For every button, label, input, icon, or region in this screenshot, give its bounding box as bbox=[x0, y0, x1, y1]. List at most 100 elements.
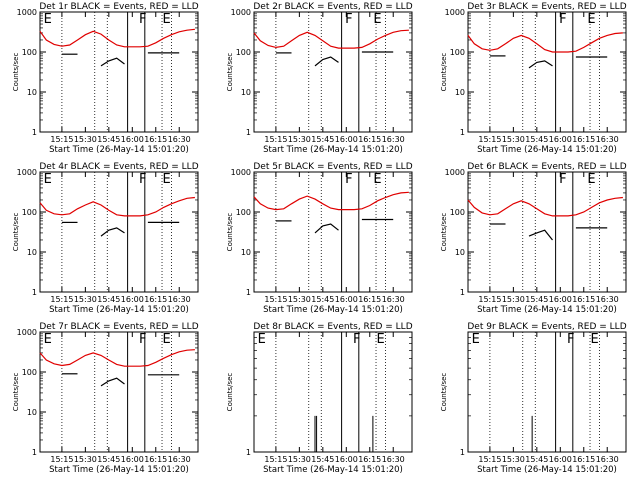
lld-series-line bbox=[39, 196, 195, 217]
x-axis-title: Start Time (26-May-14 15:01:20) bbox=[263, 145, 403, 155]
x-tick-label: 16:30 bbox=[596, 455, 619, 464]
plot-frame bbox=[467, 171, 627, 293]
marker-letter: F bbox=[559, 172, 566, 187]
panel-title: Det 7r BLACK = Events, RED = LLD bbox=[39, 322, 198, 332]
plot-frame bbox=[253, 331, 413, 453]
y-tick-label: 1000 bbox=[17, 8, 37, 17]
x-tick-label: 15:45 bbox=[525, 135, 548, 144]
y-tick-label: 1000 bbox=[17, 168, 37, 177]
x-tick-label: 16:15 bbox=[572, 455, 595, 464]
plot-frame bbox=[253, 171, 413, 293]
x-tick-label: 15:45 bbox=[311, 135, 334, 144]
marker-letter: E bbox=[373, 172, 381, 187]
events-series-line bbox=[314, 223, 339, 234]
lld-series-line bbox=[467, 32, 623, 53]
y-tick-label: 100 bbox=[236, 208, 251, 217]
marker-letter: E bbox=[162, 332, 170, 347]
marker-letter: F bbox=[353, 332, 360, 347]
events-series-line bbox=[100, 227, 125, 237]
y-tick-label: 1 bbox=[460, 288, 465, 297]
marker-letter: E bbox=[44, 12, 52, 27]
x-axis-title: Start Time (26-May-14 15:01:20) bbox=[49, 305, 189, 315]
plot-frame bbox=[39, 11, 199, 133]
x-tick-label: 15:30 bbox=[502, 295, 525, 304]
x-tick-label: 16:15 bbox=[358, 295, 381, 304]
x-tick-label: 16:30 bbox=[168, 135, 191, 144]
y-axis-title: Counts/sec bbox=[226, 213, 234, 252]
x-tick-label: 15:30 bbox=[74, 135, 97, 144]
x-tick-label: 15:45 bbox=[97, 295, 120, 304]
x-tick-label: 16:00 bbox=[335, 455, 358, 464]
marker-letter: F bbox=[139, 12, 146, 27]
marker-letter: E bbox=[587, 12, 595, 27]
marker-letter: E bbox=[376, 332, 384, 347]
events-series-line bbox=[528, 60, 553, 69]
x-tick-label: 16:30 bbox=[168, 295, 191, 304]
x-tick-label: 15:45 bbox=[525, 295, 548, 304]
marker-letter: F bbox=[139, 172, 146, 187]
y-tick-label: 100 bbox=[22, 208, 37, 217]
marker-letter: F bbox=[567, 332, 574, 347]
marker-letter: E bbox=[590, 332, 598, 347]
x-tick-label: 15:30 bbox=[502, 455, 525, 464]
x-tick-label: 16:00 bbox=[121, 455, 144, 464]
y-tick-label: 10 bbox=[455, 88, 465, 97]
x-tick-label: 16:30 bbox=[382, 295, 405, 304]
x-axis-title: Start Time (26-May-14 15:01:20) bbox=[263, 305, 403, 315]
x-tick-label: 15:30 bbox=[288, 135, 311, 144]
x-tick-label: 16:30 bbox=[382, 455, 405, 464]
events-series-line bbox=[100, 57, 125, 67]
y-axis-title: Counts/sec bbox=[12, 53, 20, 92]
panel-title: Det 3r BLACK = Events, RED = LLD bbox=[467, 2, 626, 12]
x-tick-label: 15:15 bbox=[264, 295, 287, 304]
y-tick-label: 1 bbox=[460, 128, 465, 137]
lld-series-line bbox=[39, 28, 195, 48]
lld-series-line bbox=[253, 29, 409, 49]
y-tick-label: 1000 bbox=[445, 8, 465, 17]
panel-title: Det 9r BLACK = Events, RED = LLD bbox=[467, 322, 626, 332]
panel-title: Det 1r BLACK = Events, RED = LLD bbox=[39, 2, 198, 12]
x-tick-label: 16:15 bbox=[572, 135, 595, 144]
x-tick-label: 15:15 bbox=[264, 135, 287, 144]
marker-letter: E bbox=[44, 332, 52, 347]
y-axis-title: Counts/sec bbox=[440, 373, 448, 412]
x-tick-label: 15:15 bbox=[478, 135, 501, 144]
y-axis-title: Counts/sec bbox=[226, 373, 234, 412]
y-axis-title: Counts/sec bbox=[12, 213, 20, 252]
y-tick-label: 1 bbox=[246, 128, 251, 137]
x-axis-title: Start Time (26-May-14 15:01:20) bbox=[477, 305, 617, 315]
x-tick-label: 15:15 bbox=[50, 455, 73, 464]
x-tick-label: 16:00 bbox=[549, 295, 572, 304]
y-tick-label: 1 bbox=[246, 448, 251, 457]
marker-letter: E bbox=[373, 12, 381, 27]
events-series-line bbox=[528, 229, 553, 241]
x-tick-label: 16:00 bbox=[549, 455, 572, 464]
x-tick-label: 15:30 bbox=[502, 135, 525, 144]
x-tick-label: 16:30 bbox=[596, 295, 619, 304]
panel-title: Det 4r BLACK = Events, RED = LLD bbox=[39, 162, 198, 172]
y-axis-title: Counts/sec bbox=[440, 213, 448, 252]
x-tick-label: 16:00 bbox=[549, 135, 572, 144]
x-tick-label: 16:30 bbox=[596, 135, 619, 144]
x-tick-label: 16:30 bbox=[168, 455, 191, 464]
panel-title: Det 5r BLACK = Events, RED = LLD bbox=[253, 162, 412, 172]
x-tick-label: 15:30 bbox=[288, 295, 311, 304]
marker-letter: F bbox=[345, 172, 352, 187]
panel-title: Det 2r BLACK = Events, RED = LLD bbox=[253, 2, 412, 12]
x-axis-title: Start Time (26-May-14 15:01:20) bbox=[263, 465, 403, 475]
y-tick-label: 1 bbox=[32, 448, 37, 457]
y-tick-label: 100 bbox=[450, 208, 465, 217]
x-tick-label: 16:00 bbox=[335, 295, 358, 304]
y-tick-label: 10 bbox=[241, 248, 251, 257]
y-tick-label: 10 bbox=[27, 408, 37, 417]
y-tick-label: 1 bbox=[246, 288, 251, 297]
marker-letter: F bbox=[139, 332, 146, 347]
x-tick-label: 16:00 bbox=[121, 295, 144, 304]
marker-letter: F bbox=[345, 12, 352, 27]
